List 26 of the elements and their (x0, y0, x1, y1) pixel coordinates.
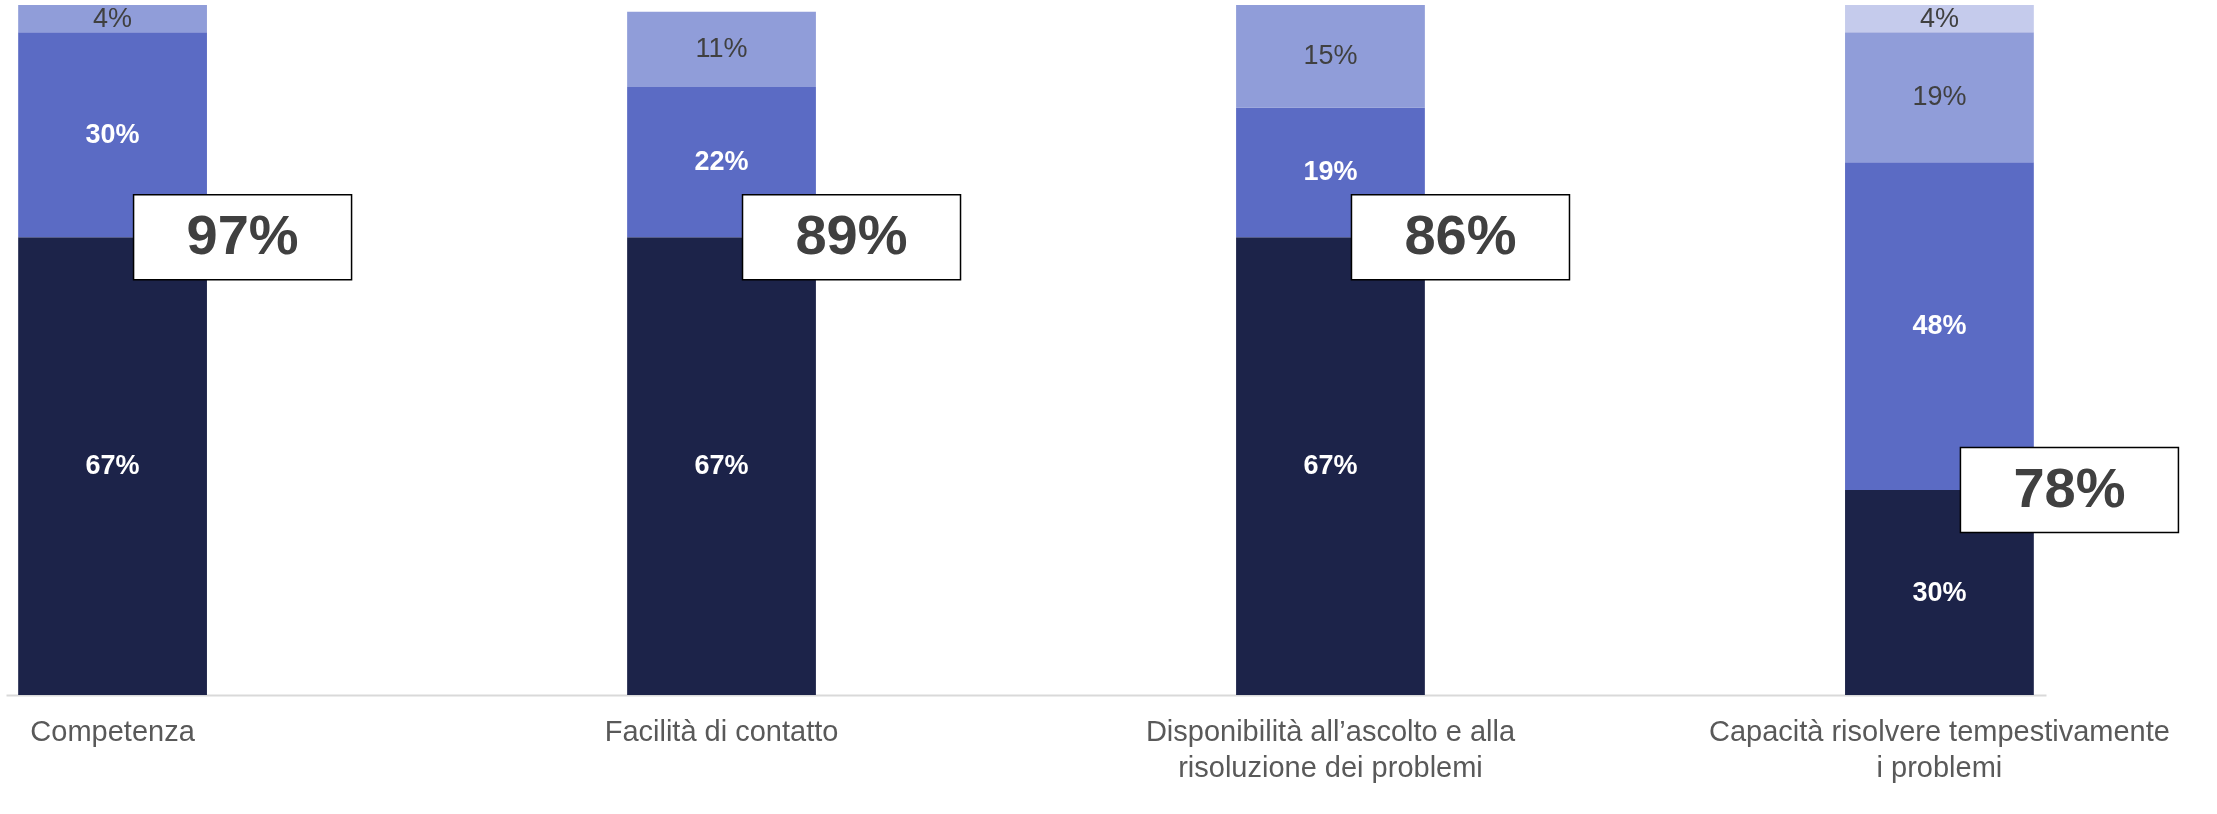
bar (18, 5, 207, 33)
bar (627, 11, 816, 87)
data-label: 30% (85, 118, 140, 149)
bar (1845, 5, 2034, 33)
bar (1236, 5, 1425, 108)
data-label: 19% (1303, 156, 1358, 187)
data-label: 22% (694, 146, 749, 177)
x-tick-label: Competenza (30, 714, 196, 747)
x-tick-label: Disponibilità all’ascolto e alla risoluzione dei problemi (1145, 714, 1516, 783)
data-label: 4% (1919, 2, 1959, 33)
annotation: 97% (186, 203, 299, 267)
data-label: 67% (85, 450, 140, 481)
x-tick-label: Facilità di contatto (604, 714, 839, 747)
data-label: 30% (1912, 576, 1967, 607)
data-label: 48% (1912, 310, 1967, 341)
data-label: 19% (1912, 81, 1967, 112)
data-label: 15% (1303, 40, 1358, 71)
data-label: 4% (93, 2, 133, 33)
annotation: 89% (795, 203, 908, 267)
bar (1845, 32, 2034, 163)
annotation: 86% (1404, 203, 1517, 267)
data-label: 67% (694, 450, 749, 481)
annotation: 78% (2013, 456, 2126, 520)
data-label: 11% (695, 33, 748, 64)
data-label: 67% (1303, 450, 1358, 481)
x-tick-label: Capacità risolvere tempestivamente i problemi (1708, 714, 2170, 783)
